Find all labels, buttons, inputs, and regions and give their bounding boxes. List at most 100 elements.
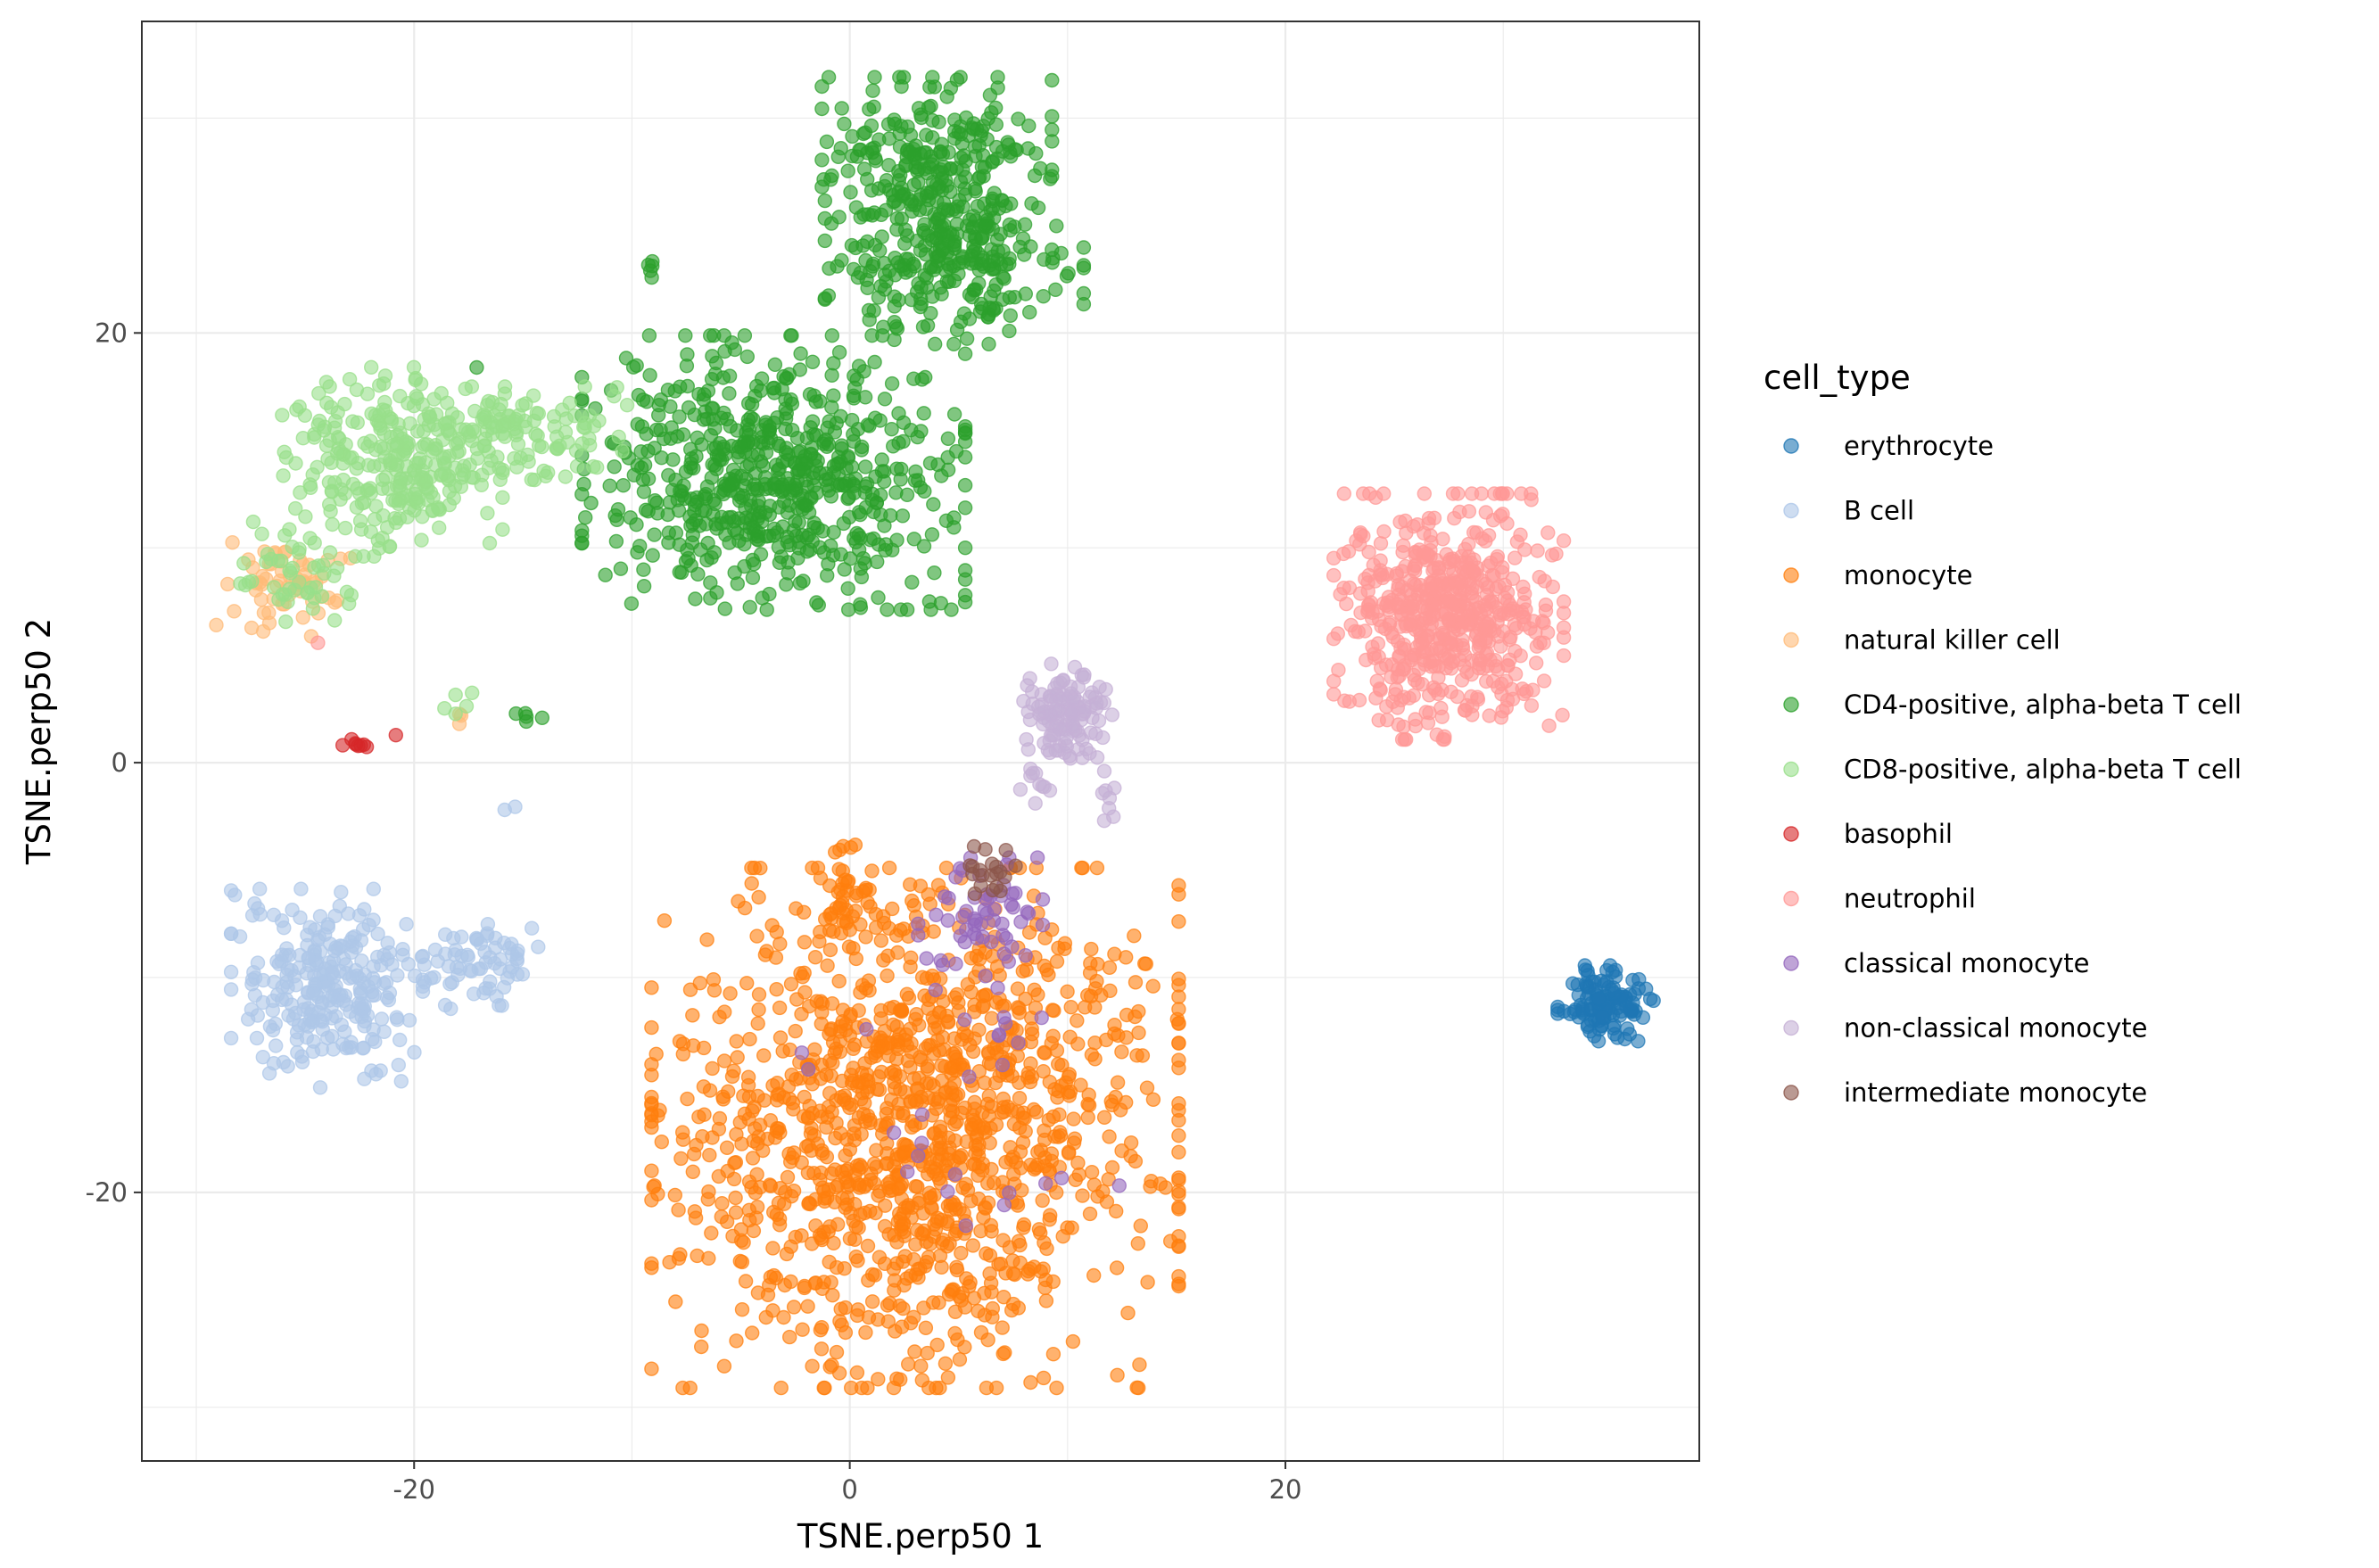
data-point [1377, 621, 1393, 637]
data-point [724, 1069, 740, 1085]
data-point [1061, 1088, 1078, 1103]
data-point [496, 979, 512, 995]
data-point [1016, 1220, 1031, 1235]
data-point [648, 422, 665, 438]
data-point [698, 486, 714, 502]
data-point [858, 1325, 873, 1341]
data-point [723, 986, 738, 1002]
data-point [728, 1154, 744, 1170]
data-point [719, 1140, 735, 1156]
data-point [866, 99, 881, 115]
data-point [330, 430, 346, 445]
data-point [1631, 971, 1647, 987]
data-point [1171, 1127, 1186, 1143]
data-point [977, 160, 993, 175]
data-point [435, 450, 450, 466]
data-point [227, 604, 242, 619]
data-point [1050, 676, 1065, 691]
data-point [794, 1006, 809, 1022]
data-point [392, 1032, 408, 1048]
data-point [390, 1011, 405, 1027]
data-point [470, 450, 485, 466]
data-point [881, 131, 897, 146]
legend-key [1783, 1085, 1799, 1101]
data-point [934, 1235, 950, 1250]
data-point [682, 982, 698, 997]
data-point [1007, 1267, 1022, 1283]
data-point [1381, 602, 1397, 617]
data-point [1023, 1056, 1038, 1071]
data-point [1077, 667, 1092, 682]
data-point [1053, 1127, 1069, 1143]
data-point [1034, 1010, 1049, 1026]
data-point [366, 970, 381, 986]
data-point [1018, 947, 1033, 963]
data-point [1513, 648, 1528, 664]
data-point [1396, 662, 1412, 677]
data-point [366, 881, 381, 896]
data-point [1326, 550, 1342, 565]
data-point [1403, 649, 1419, 665]
data-point [821, 70, 837, 85]
data-point [834, 1317, 849, 1333]
data-point [911, 916, 926, 932]
data-point [765, 1241, 781, 1256]
data-point [849, 1365, 865, 1381]
data-point [1431, 568, 1447, 583]
data-point [749, 1167, 764, 1182]
data-point [1418, 611, 1433, 626]
data-point [914, 1107, 930, 1122]
data-point [1021, 118, 1037, 134]
data-point [878, 542, 893, 558]
data-point [377, 394, 392, 410]
data-point [510, 436, 526, 452]
data-point [254, 526, 269, 541]
data-point [437, 466, 452, 482]
data-point [857, 556, 872, 571]
data-point [1478, 533, 1493, 549]
data-point [1459, 664, 1474, 680]
data-point [246, 964, 261, 980]
data-point [767, 1130, 783, 1145]
data-point [268, 1038, 284, 1053]
data-point [602, 478, 617, 493]
data-point [1075, 1188, 1090, 1203]
data-point [868, 469, 883, 484]
data-point [685, 1164, 700, 1180]
data-point [1507, 550, 1523, 565]
data-point [384, 414, 400, 429]
data-point [776, 1309, 791, 1325]
data-point [1059, 730, 1074, 746]
data-point [962, 1069, 977, 1085]
data-point [1331, 663, 1346, 678]
data-point [1024, 1026, 1040, 1042]
data-point [598, 567, 613, 582]
data-point [780, 370, 795, 386]
data-point [977, 1075, 992, 1091]
data-point [279, 967, 294, 983]
data-point [977, 219, 993, 234]
data-point [808, 394, 823, 409]
data-point [988, 276, 1004, 293]
data-point [1073, 1077, 1088, 1093]
data-point [1395, 538, 1411, 553]
data-point [946, 510, 962, 525]
data-point [1035, 917, 1051, 933]
data-point [680, 347, 695, 362]
data-point [753, 383, 769, 399]
series-erythrocyte [1550, 958, 1661, 1049]
data-point [1418, 591, 1433, 607]
data-point [881, 157, 896, 173]
data-point [299, 1029, 314, 1045]
data-point [1516, 686, 1532, 702]
data-point [862, 418, 877, 433]
data-point [356, 1003, 371, 1019]
data-point [509, 459, 525, 475]
data-point [438, 927, 453, 943]
series-cd4-positive-alpha-beta-t-cell [469, 70, 1092, 730]
data-point [899, 986, 914, 1002]
data-point [1080, 1110, 1095, 1126]
data-point [1081, 1097, 1097, 1113]
data-point [957, 588, 973, 603]
data-point [582, 431, 597, 446]
